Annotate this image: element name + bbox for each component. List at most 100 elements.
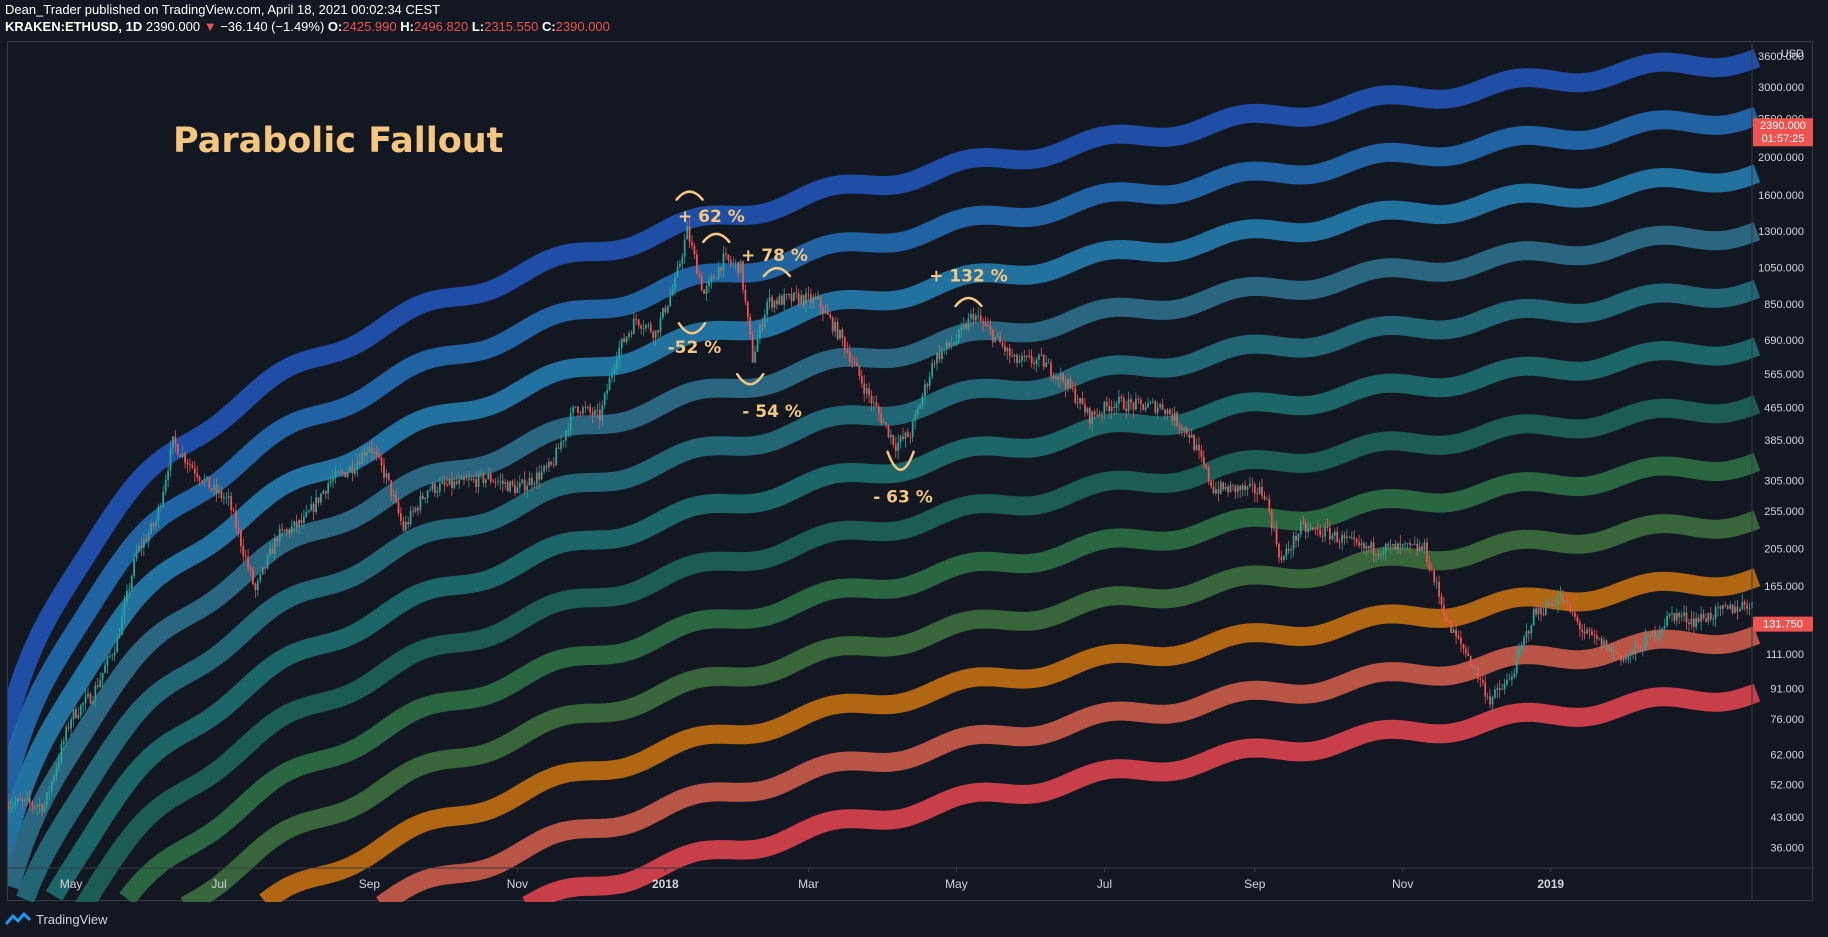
candle-body: [1256, 493, 1259, 495]
candle-body: [594, 410, 596, 416]
candle-body: [521, 479, 524, 483]
candle-body: [191, 464, 194, 469]
candle-body: [567, 430, 570, 432]
candle-body: [189, 464, 191, 465]
candle-body: [1591, 631, 1593, 636]
candle-body: [1484, 682, 1487, 697]
candle-body: [1692, 618, 1695, 627]
candle-body: [1675, 613, 1678, 621]
candle-body: [1348, 536, 1351, 538]
candle-body: [123, 602, 126, 617]
candle-body: [853, 362, 856, 364]
candle-body: [1413, 543, 1416, 545]
candle-body: [1161, 404, 1164, 410]
candle-body: [528, 478, 531, 486]
candle-body: [1154, 401, 1157, 413]
candle-body: [339, 471, 342, 473]
candle-body: [441, 481, 444, 484]
candle-body: [1680, 615, 1683, 617]
candle-body: [509, 481, 511, 492]
candle-body: [953, 343, 955, 345]
candle-body: [805, 293, 807, 305]
price-tick-label: 43.000: [1770, 812, 1804, 824]
candle-body: [89, 693, 92, 704]
candle-body: [1518, 649, 1520, 655]
candle-body: [150, 523, 152, 534]
candle-body: [1224, 486, 1227, 490]
candle-body: [252, 569, 254, 584]
candle-body: [526, 485, 528, 491]
candle-body: [834, 322, 836, 332]
candle-body: [700, 275, 703, 290]
candle-body: [729, 260, 732, 264]
candle-body: [1198, 444, 1200, 451]
candle-body: [669, 295, 672, 306]
candle-body: [235, 511, 237, 528]
candle-body: [186, 462, 189, 465]
candle-body: [514, 484, 516, 493]
price-chart[interactable]: + 62 % + 78 % -52 % - 54 % + 132 % - 63 % Par…: [8, 42, 1814, 902]
time-axis[interactable]: May Jul Sep Nov 2018 Mar May Jul Sep Nov 2019: [60, 868, 1565, 891]
candle-body: [1629, 651, 1632, 656]
candle-body: [1023, 355, 1026, 358]
rainbow-band: [75, 395, 1761, 902]
candle-body: [1547, 601, 1550, 606]
tradingview-footer[interactable]: TradingView: [5, 909, 108, 929]
candle-body: [756, 338, 759, 352]
candle-body: [1343, 535, 1346, 539]
candle-body: [55, 767, 58, 777]
candle-body: [373, 451, 376, 453]
candle-body: [1739, 609, 1741, 612]
candle-body: [31, 803, 34, 807]
candle-body: [1067, 378, 1069, 389]
time-tick-label: Sep: [359, 877, 381, 891]
candle-body: [1346, 536, 1348, 538]
candle-body: [1064, 381, 1067, 389]
candle-body: [601, 405, 604, 421]
candle-body: [1375, 554, 1377, 555]
rainbow-band: [259, 568, 1761, 902]
candle-body: [1416, 543, 1419, 551]
candle-body: [1428, 562, 1431, 570]
candle-body: [778, 295, 781, 305]
candle-body: [1508, 679, 1511, 681]
candle-body: [1515, 654, 1518, 674]
symbol-label[interactable]: KRAKEN:ETHUSD, 1D: [5, 19, 143, 34]
candle-body: [215, 485, 218, 494]
candle-body: [96, 685, 99, 687]
candle-body: [1096, 414, 1098, 416]
candle-body: [1367, 546, 1370, 549]
candle-body: [1355, 539, 1358, 542]
candle-body: [1207, 467, 1210, 481]
candle-body: [1040, 354, 1043, 356]
candle-body: [489, 473, 492, 482]
candle-body: [1610, 645, 1613, 652]
candle-body: [751, 335, 754, 363]
candle-body: [1455, 629, 1457, 637]
candle-body: [824, 310, 827, 314]
price-tag-value: 131.750: [1763, 619, 1803, 631]
candle-body: [662, 308, 664, 318]
candle-body: [535, 472, 538, 484]
rainbow-band: [8, 222, 1761, 890]
open-value: 2425.990: [342, 19, 397, 34]
price-axis[interactable]: 3600.0003000.0002500.0002000.0001600.000…: [1758, 51, 1804, 855]
candle-body: [1486, 696, 1489, 698]
candle-body: [72, 709, 75, 720]
candle-body: [383, 465, 385, 478]
candle-body: [43, 805, 46, 812]
candle-body: [463, 477, 465, 480]
candle-body: [19, 798, 21, 801]
candle-body: [611, 374, 613, 378]
candle-body: [967, 318, 970, 329]
publisher-name[interactable]: Dean_Trader: [5, 2, 82, 17]
candle-body: [679, 263, 681, 267]
candle-body: [931, 363, 934, 377]
candle-body: [361, 452, 363, 465]
candle-body: [1581, 629, 1584, 632]
candle-body: [293, 521, 296, 527]
candle-body: [659, 317, 662, 333]
candle-body: [1435, 582, 1438, 583]
candle-body: [1333, 531, 1336, 536]
candle-body: [676, 266, 679, 278]
